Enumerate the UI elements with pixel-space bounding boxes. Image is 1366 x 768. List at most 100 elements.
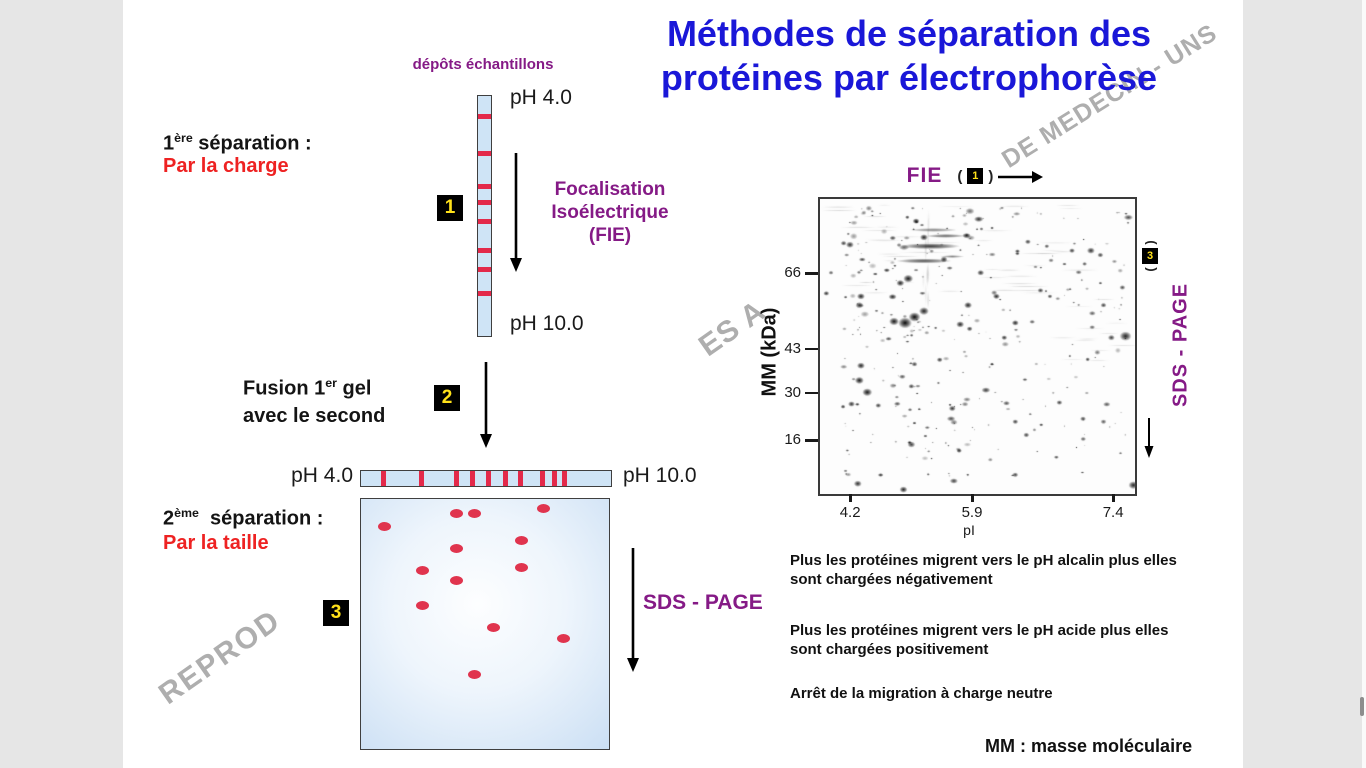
paren-open: ( (957, 167, 963, 185)
focalisation-line-1: Focalisation (554, 179, 666, 200)
second-separation-subheading: Par la taille (163, 532, 269, 554)
protein-spot (514, 563, 528, 572)
x-tick-label: 5.9 (961, 504, 983, 521)
focalisation-line-3: (FIE) (588, 225, 632, 246)
gel2d-x-ticks: pI 4.2 5.9 7.4 (818, 494, 1133, 539)
gel2d-side-badge: 3 (1142, 248, 1158, 264)
note-paragraph: Plus les protéines migrent vers le pH al… (790, 551, 1177, 589)
protein-band (551, 471, 557, 486)
first-separation-heading: 1ère séparation : (163, 125, 312, 158)
fie-label: FIE (906, 164, 943, 187)
step-2-badge: 2 (434, 385, 460, 411)
y-tick-mark (805, 439, 818, 442)
protein-spot (416, 601, 429, 610)
note-paragraph: Plus les protéines migrent vers le pH ac… (790, 621, 1168, 659)
protein-band (380, 471, 386, 486)
focalisation-label: Focalisation Isoélectrique (FIE) (525, 178, 695, 247)
heading-rest: séparation : (192, 132, 312, 155)
ph-bottom-label: pH 10.0 (510, 312, 584, 335)
gel2d-side-label: SDS - PAGE (1169, 282, 1192, 408)
protein-spot (449, 509, 463, 518)
protein-band (478, 184, 491, 189)
protein-band (478, 218, 491, 224)
protein-band (562, 471, 568, 486)
fusion-pre: Fusion 1 (243, 377, 326, 400)
protein-spot (416, 566, 429, 575)
y-tick-mark (805, 272, 818, 275)
ph-right-label: pH 10.0 (623, 464, 697, 487)
fusion-sup: er (325, 376, 337, 390)
scrollbar-thumb[interactable] (1360, 697, 1364, 716)
fusion-down-arrow (480, 362, 492, 448)
watermark-reproduction: REPROD (153, 603, 287, 712)
protein-spot (537, 504, 551, 513)
fusion-line-2: avec le second (243, 404, 386, 427)
protein-band (518, 471, 524, 486)
ief-strip-vertical (477, 95, 492, 337)
protein-band (478, 290, 491, 296)
protein-band (539, 471, 545, 486)
notes: Plus les protéines migrent vers le pH al… (790, 550, 1270, 710)
paren-close: ) (988, 167, 994, 185)
ph-left-label: pH 4.0 (291, 464, 353, 487)
protein-spot (468, 670, 482, 679)
y-tick-mark (805, 391, 818, 395)
gel2d-image (818, 197, 1137, 496)
fie-right-arrow (998, 171, 1044, 183)
pi-axis-label: pI (963, 522, 975, 538)
protein-band (470, 471, 475, 486)
gel2d-side-down-arrow (1144, 418, 1154, 458)
ph-top-label: pH 4.0 (510, 86, 572, 109)
protein-band (503, 471, 509, 486)
protein-band (478, 113, 491, 119)
protein-band (454, 471, 459, 486)
gel2d-top-label-row: FIE ( 1 ) (818, 164, 1133, 188)
heading-rest: séparation : (198, 507, 324, 530)
gel2d-y-ticks: 66 43 30 16 (763, 197, 818, 492)
gel2d-side-badge-group: ) 3 ( (1135, 238, 1165, 274)
protein-spot (486, 623, 500, 632)
protein-band (478, 266, 491, 272)
protein-band (485, 471, 491, 486)
footer-note: MM : masse moléculaire (985, 736, 1193, 756)
x-tick-mark (971, 494, 974, 502)
protein-spot (514, 536, 528, 545)
note-line: sont chargées négativement (790, 571, 993, 588)
fusion-line-1: Fusion 1er gel (243, 370, 385, 403)
step-3-badge: 3 (323, 600, 349, 626)
heading-sup: ère (174, 131, 193, 145)
gel2d-top-badge: 1 (967, 168, 984, 184)
step-1-badge: 1 (437, 195, 463, 221)
heading-sup: ème (174, 506, 199, 520)
x-tick-label: 7.4 (1102, 504, 1124, 521)
y-tick-label: 43 (784, 339, 801, 357)
note-line: Plus les protéines migrent vers le pH ac… (790, 622, 1169, 639)
fusion-label: Fusion 1er gel avec le second (243, 370, 385, 430)
first-separation-subheading: Par la charge (163, 155, 289, 177)
protein-spot (449, 544, 463, 553)
y-tick-label: 16 (784, 431, 801, 449)
sample-deposits-label: dépôts échantillons (412, 56, 554, 73)
x-tick-mark (1112, 494, 1115, 502)
scrollbar-track (1362, 0, 1366, 768)
paren-open: ( (1142, 267, 1158, 272)
heading-number: 1 (163, 132, 175, 155)
protein-spot (378, 522, 392, 531)
paren-close: ) (1142, 240, 1158, 245)
title-line-1: Méthodes de séparation des (666, 13, 1152, 54)
second-separation-heading: 2ème séparation : (163, 500, 323, 533)
note-line: sont chargées positivement (790, 641, 989, 658)
note-line: Plus les protéines migrent vers le pH al… (790, 552, 1177, 569)
y-tick-label: 30 (784, 383, 801, 401)
y-tick-label: 66 (784, 264, 801, 282)
protein-spot (468, 509, 482, 518)
protein-band (478, 247, 491, 253)
x-tick-label: 4.2 (839, 504, 861, 521)
sds-page-gel (360, 498, 610, 750)
sds-page-label: SDS - PAGE (643, 591, 763, 614)
focalisation-line-2: Isoélectrique (551, 202, 669, 223)
note-paragraph: Arrêt de la migration à charge neutre (790, 684, 1053, 703)
sds-page-down-arrow (627, 548, 639, 672)
note-line: Arrêt de la migration à charge neutre (790, 685, 1053, 702)
